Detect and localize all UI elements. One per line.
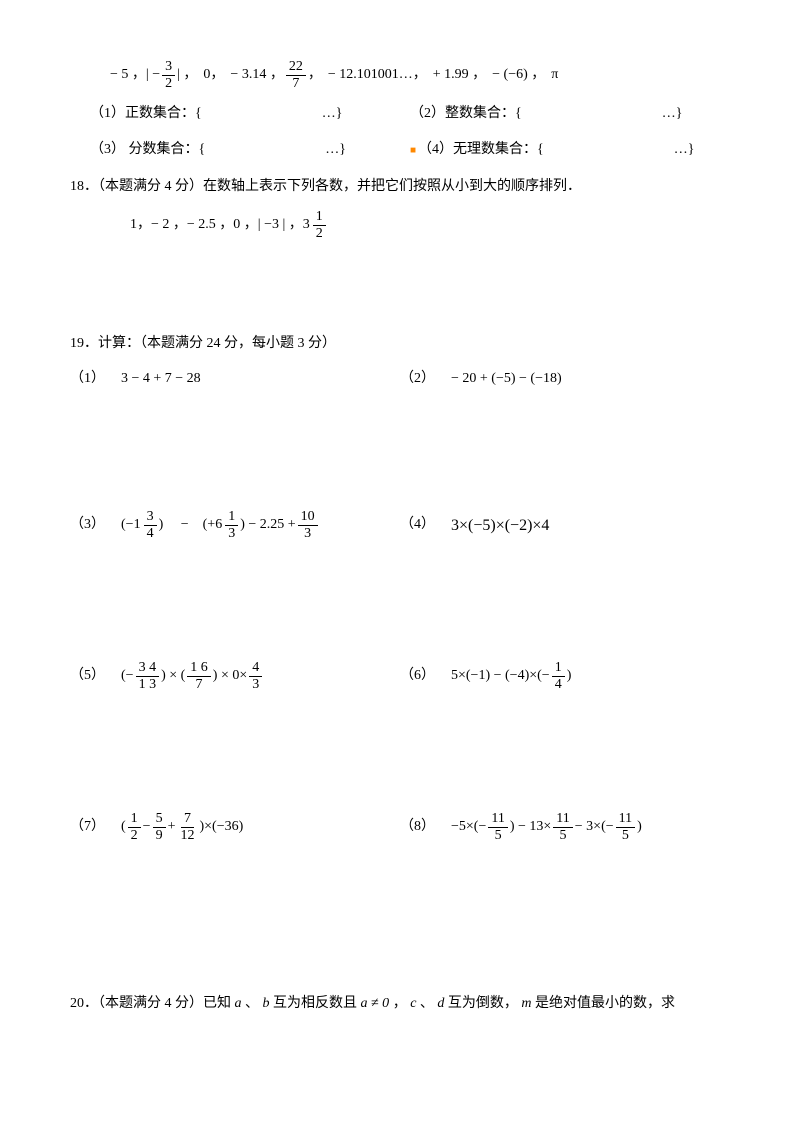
q19-1-expr: 3 − 4 + 7 − 28	[121, 368, 201, 390]
q19-3: （3） (− 1 34 ) − (+ 6 13 ) − 2.25 + 103	[70, 510, 400, 541]
q20-e: 、	[420, 996, 434, 1011]
q19-8-b: ) − 13×	[510, 816, 551, 838]
q19-5-a: (−	[121, 665, 134, 687]
q20-var-m: m	[521, 996, 531, 1011]
q19-7-f3: 712	[177, 812, 197, 843]
q19-8-f2: 115	[553, 812, 572, 843]
q20-cond: a ≠ 0	[361, 996, 390, 1011]
q19-3-c: ) − 2.25 +	[240, 514, 295, 536]
q19-1: （1） 3 − 4 + 7 − 28	[70, 368, 400, 390]
set-2-label: （2）整数集合：{	[410, 103, 522, 125]
q19-7-num: （7）	[70, 816, 105, 838]
q19-5: （5） (− 3 41 3 ) × ( 1 67 ) × 0× 43	[70, 661, 400, 692]
q18-numbers: 1，− 2 ，− 2.5 ，0 ，| −3 | ， 3 1 2	[70, 210, 730, 241]
q20-d: ，	[393, 996, 407, 1011]
q19-2: （2） − 20 + (−5) − (−18)	[400, 368, 730, 390]
q20-b: 、	[245, 996, 259, 1011]
num-2-open: | −	[146, 64, 160, 86]
q19-pair-1: （1） 3 − 4 + 7 − 28 （2） − 20 + (−5) − (−1…	[70, 368, 730, 390]
q20-g: 是绝对值最小的数，求	[535, 996, 675, 1011]
q19-8-f1: 115	[488, 812, 507, 843]
q20-var-a: a	[235, 996, 242, 1011]
num-5-frac: 22 7	[286, 60, 306, 91]
set-3-end: …}	[325, 139, 346, 161]
set-4-label: （4）无理数集合：{	[418, 139, 544, 161]
set-4-end: …}	[674, 139, 695, 161]
num-5-after: ，	[308, 64, 322, 86]
q19-7-b: −	[143, 816, 151, 838]
q19-3-b: ) − (+	[159, 514, 216, 536]
q19-pair-4: （7） ( 12 − 59 + 712 )×(−36) （8） −5×(− 11…	[70, 812, 730, 843]
q19-8-c: − 3×(−	[575, 816, 614, 838]
set-1-end: …}	[322, 103, 343, 125]
q20-var-c: c	[410, 996, 416, 1011]
set-2-end: …}	[662, 103, 683, 125]
q19-header: 19．计算：（本题满分 24 分，每小题 3 分）	[70, 333, 730, 355]
q20-f: 互为倒数，	[448, 996, 522, 1011]
q20-a: 20．（本题满分 4 分）已知	[70, 996, 235, 1011]
num-2-frac: 3 2	[162, 60, 175, 91]
num-3: 0，	[203, 64, 224, 86]
q19-5-b: ) × (	[161, 665, 185, 687]
q19-3-m2: 6 13	[215, 510, 240, 541]
num-8: − (−6) ，	[492, 64, 545, 86]
q19-8-d: )	[637, 816, 642, 838]
dot-icon: ■	[410, 143, 416, 159]
numbers-list: − 5 ， | − 3 2 | ， 0， − 3.14 ， 22 7 ， − 1…	[70, 60, 730, 91]
q19-8-num: （8）	[400, 816, 435, 838]
q18-header: 18．（本题满分 4 分）在数轴上表示下列各数，并把它们按照从小到大的顺序排列．	[70, 176, 730, 198]
set-positive: （1）正数集合：{ …}	[90, 103, 410, 125]
q19-5-f1: 3 41 3	[136, 661, 160, 692]
q19-7-d: )×(−36)	[199, 816, 243, 838]
num-7: + 1.99 ，	[433, 64, 486, 86]
q19-7-a: (	[121, 816, 126, 838]
q19-7-f1: 12	[128, 812, 141, 843]
q19-4: （4） 3×(−5)×(−2)×4	[400, 510, 730, 541]
q19-3-a: (−	[121, 514, 134, 536]
q19-6-b: )	[567, 665, 572, 687]
q20: 20．（本题满分 4 分）已知 a 、 b 互为相反数且 a ≠ 0 ， c 、…	[70, 993, 730, 1015]
q19-6-num: （6）	[400, 665, 435, 687]
sets-row-2: （3） 分数集合：{ …} ■ （4）无理数集合：{ …}	[70, 139, 730, 161]
q19-4-expr: 3×(−5)×(−2)×4	[451, 513, 549, 539]
sets-row-1: （1）正数集合：{ …} （2）整数集合：{ …}	[70, 103, 730, 125]
q19-6: （6） 5×(−1) − (−4)×(− 14 )	[400, 661, 730, 692]
set-fraction: （3） 分数集合：{ …}	[90, 139, 410, 161]
set-irrational: ■ （4）无理数集合：{ …}	[410, 139, 695, 161]
q19-3-m1: 1 34	[134, 510, 159, 541]
q19-1-num: （1）	[70, 368, 105, 390]
set-integer: （2）整数集合：{ …}	[410, 103, 682, 125]
q19-5-num: （5）	[70, 665, 105, 687]
q19-7-c: +	[168, 816, 176, 838]
num-6: − 12.101001…，	[328, 64, 427, 86]
num-4: − 3.14 ，	[230, 64, 283, 86]
num-1: − 5 ，	[110, 64, 146, 86]
q19-5-f2: 1 67	[187, 661, 211, 692]
q19-pair-3: （5） (− 3 41 3 ) × ( 1 67 ) × 0× 43 （6） 5…	[70, 661, 730, 692]
q19-7: （7） ( 12 − 59 + 712 )×(−36)	[70, 812, 400, 843]
q19-7-f2: 59	[153, 812, 166, 843]
num-2-close: | ，	[177, 64, 197, 86]
q19-5-c: ) × 0×	[213, 665, 247, 687]
q18-prefix: 1，− 2 ，− 2.5 ，0 ，| −3 | ，	[130, 214, 303, 236]
q18-mixed: 3 1 2	[303, 210, 328, 241]
q20-var-b: b	[263, 996, 270, 1011]
q20-c: 互为相反数且	[273, 996, 361, 1011]
q19-2-num: （2）	[400, 368, 435, 390]
num-9: π	[551, 64, 558, 86]
q19-2-expr: − 20 + (−5) − (−18)	[451, 368, 562, 390]
q19-6-f1: 14	[552, 661, 565, 692]
q19-pair-2: （3） (− 1 34 ) − (+ 6 13 ) − 2.25 + 103 （…	[70, 510, 730, 541]
q19-3-num: （3）	[70, 514, 105, 536]
set-3-label: （3） 分数集合：{	[90, 139, 205, 161]
q19-8: （8） −5×(− 115 ) − 13× 115 − 3×(− 115 )	[400, 812, 730, 843]
q19-3-f3: 103	[298, 510, 318, 541]
q19-8-f3: 115	[616, 812, 635, 843]
q19-5-f3: 43	[249, 661, 262, 692]
set-1-label: （1）正数集合：{	[90, 103, 202, 125]
q20-var-d: d	[437, 996, 444, 1011]
q19-4-num: （4）	[400, 514, 435, 536]
q19-6-a: 5×(−1) − (−4)×(−	[451, 665, 550, 687]
q19-8-a: −5×(−	[451, 816, 486, 838]
